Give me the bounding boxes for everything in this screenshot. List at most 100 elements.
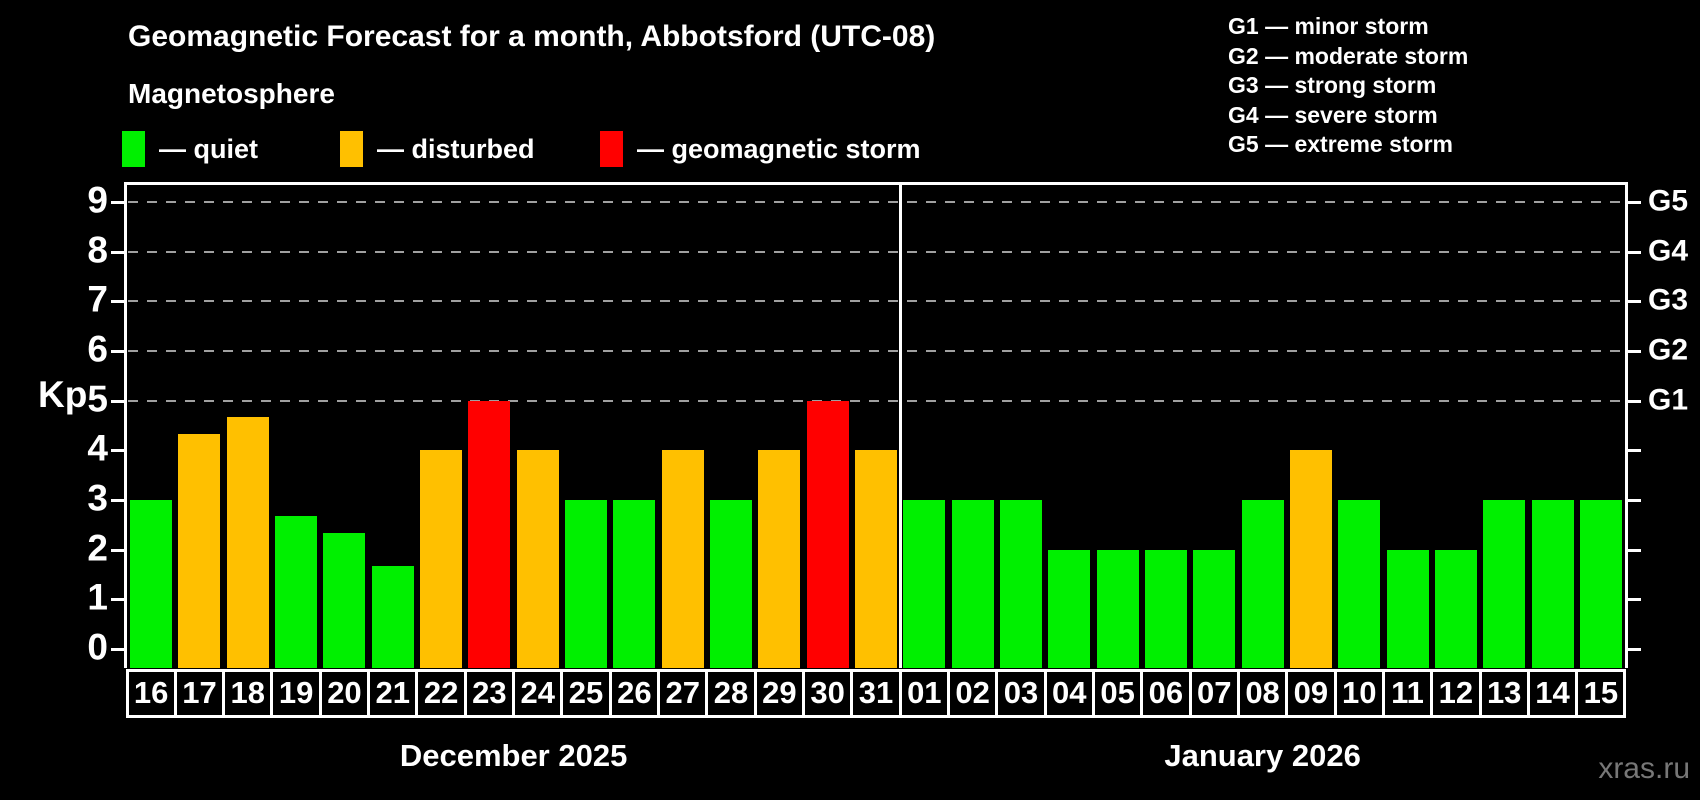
legend-item-label: — disturbed <box>377 133 535 164</box>
day-label: 21 <box>367 669 419 718</box>
watermark: xras.ru <box>1598 752 1690 785</box>
month-label: January 2026 <box>1164 738 1361 773</box>
y-axis-tick-label: 2 <box>87 526 108 568</box>
y-axis-tick-left <box>111 399 124 403</box>
y-axis-tick-label: 0 <box>87 626 108 668</box>
kp-bar <box>420 450 463 668</box>
y-axis-tick-right <box>1628 548 1641 552</box>
day-label: 11 <box>1381 669 1434 718</box>
day-label: 05 <box>1091 669 1144 718</box>
y-axis-tick-right <box>1628 250 1641 254</box>
month-label: December 2025 <box>399 738 628 773</box>
day-label: 20 <box>318 669 371 718</box>
right-axis-label: G2 <box>1648 333 1689 367</box>
day-label: 17 <box>173 669 226 718</box>
storm-scale-legend-line: G4 — severe storm <box>1228 101 1438 128</box>
kp-bar <box>1338 500 1381 668</box>
kp-bar <box>1193 549 1236 668</box>
day-label: 24 <box>512 669 564 718</box>
day-label: 30 <box>802 669 854 718</box>
day-label: 13 <box>1478 669 1530 718</box>
day-label: 29 <box>753 669 805 718</box>
kp-bar <box>1386 549 1429 668</box>
day-label: 19 <box>270 669 322 718</box>
kp-bar <box>1289 450 1332 668</box>
y-axis-tick-label: 4 <box>87 427 108 469</box>
storm-scale-legend-line: G2 — moderate storm <box>1228 42 1469 69</box>
legend-item-storm: — geomagnetic storm <box>600 130 921 168</box>
kp-bar <box>226 417 269 668</box>
y-axis-title: Kp <box>38 374 88 415</box>
kp-bar <box>1531 500 1574 668</box>
chart-title: Geomagnetic Forecast for a month, Abbots… <box>128 20 936 53</box>
quiet-color-swatch <box>122 131 145 167</box>
right-axis-label: G1 <box>1648 382 1689 416</box>
day-label: 04 <box>1043 669 1095 718</box>
legend-item-label: — quiet <box>159 133 258 164</box>
kp-bar <box>855 450 897 668</box>
y-axis-tick-right <box>1628 201 1641 204</box>
y-axis-tick-left <box>111 648 124 651</box>
kp-bar <box>130 500 173 668</box>
day-label: 15 <box>1575 669 1627 718</box>
y-axis-tick-right <box>1628 598 1641 602</box>
kp-bar <box>613 500 656 668</box>
kp-bar <box>565 500 608 668</box>
kp-bar <box>1241 500 1284 668</box>
day-label: 28 <box>705 669 757 718</box>
day-label: 16 <box>125 669 177 718</box>
day-label: 03 <box>995 669 1047 718</box>
kp-bar <box>1144 549 1187 668</box>
kp-bar <box>1048 549 1091 668</box>
kp-bar <box>371 566 414 668</box>
day-label: 23 <box>463 669 516 718</box>
y-axis-tick-left <box>111 499 124 502</box>
disturbed-color-swatch <box>340 131 363 167</box>
y-axis-tick-left <box>111 548 124 552</box>
y-axis-tick-right <box>1628 449 1641 453</box>
legend-item-disturbed: — disturbed <box>340 130 535 168</box>
kp-bar <box>806 400 849 668</box>
storm-scale-legend: G1 — minor storm G2 — moderate storm G3 — … <box>1228 12 1468 160</box>
kp-bar <box>323 533 366 668</box>
day-label: 27 <box>657 669 709 718</box>
legend-item-quiet: — quiet <box>122 130 258 168</box>
y-axis-tick-label: 5 <box>87 377 108 419</box>
gridline <box>128 350 1625 352</box>
y-axis-tick-right <box>1628 300 1641 304</box>
y-axis-tick-left <box>111 449 124 453</box>
month-separator <box>898 182 902 668</box>
chart-subtitle: Magnetosphere <box>128 78 335 109</box>
right-axis-label: G5 <box>1648 184 1689 218</box>
storm-scale-legend-line: G3 — strong storm <box>1228 72 1437 98</box>
kp-bar <box>758 450 801 668</box>
y-axis-tick-right <box>1628 350 1641 353</box>
y-axis-tick-right <box>1628 648 1641 651</box>
y-axis-tick-right <box>1628 399 1641 403</box>
day-label: 08 <box>1236 669 1289 718</box>
gridline <box>128 300 1625 303</box>
y-axis-left <box>124 182 127 668</box>
kp-bar <box>1483 500 1526 668</box>
plot-top-border <box>124 182 1628 185</box>
kp-bar <box>903 500 946 668</box>
y-axis-tick-label: 1 <box>87 576 108 618</box>
day-label: 22 <box>415 669 467 718</box>
y-axis-tick-label: 9 <box>87 179 108 221</box>
kp-bar <box>999 500 1042 668</box>
y-axis-tick-right <box>1628 499 1641 502</box>
gridline <box>128 250 1625 253</box>
gridline <box>128 399 1625 402</box>
kp-bar <box>1096 549 1139 668</box>
storm-scale-legend-line: G1 — minor storm <box>1228 13 1429 39</box>
day-label: 31 <box>850 669 902 718</box>
day-label: 01 <box>898 669 950 718</box>
y-axis-tick-label: 7 <box>87 278 108 320</box>
kp-bar <box>178 433 221 668</box>
day-label: 06 <box>1140 669 1192 718</box>
y-axis-tick-left <box>111 201 124 204</box>
day-label: 25 <box>560 669 612 718</box>
kp-bar <box>951 500 994 668</box>
day-label: 12 <box>1430 669 1482 718</box>
